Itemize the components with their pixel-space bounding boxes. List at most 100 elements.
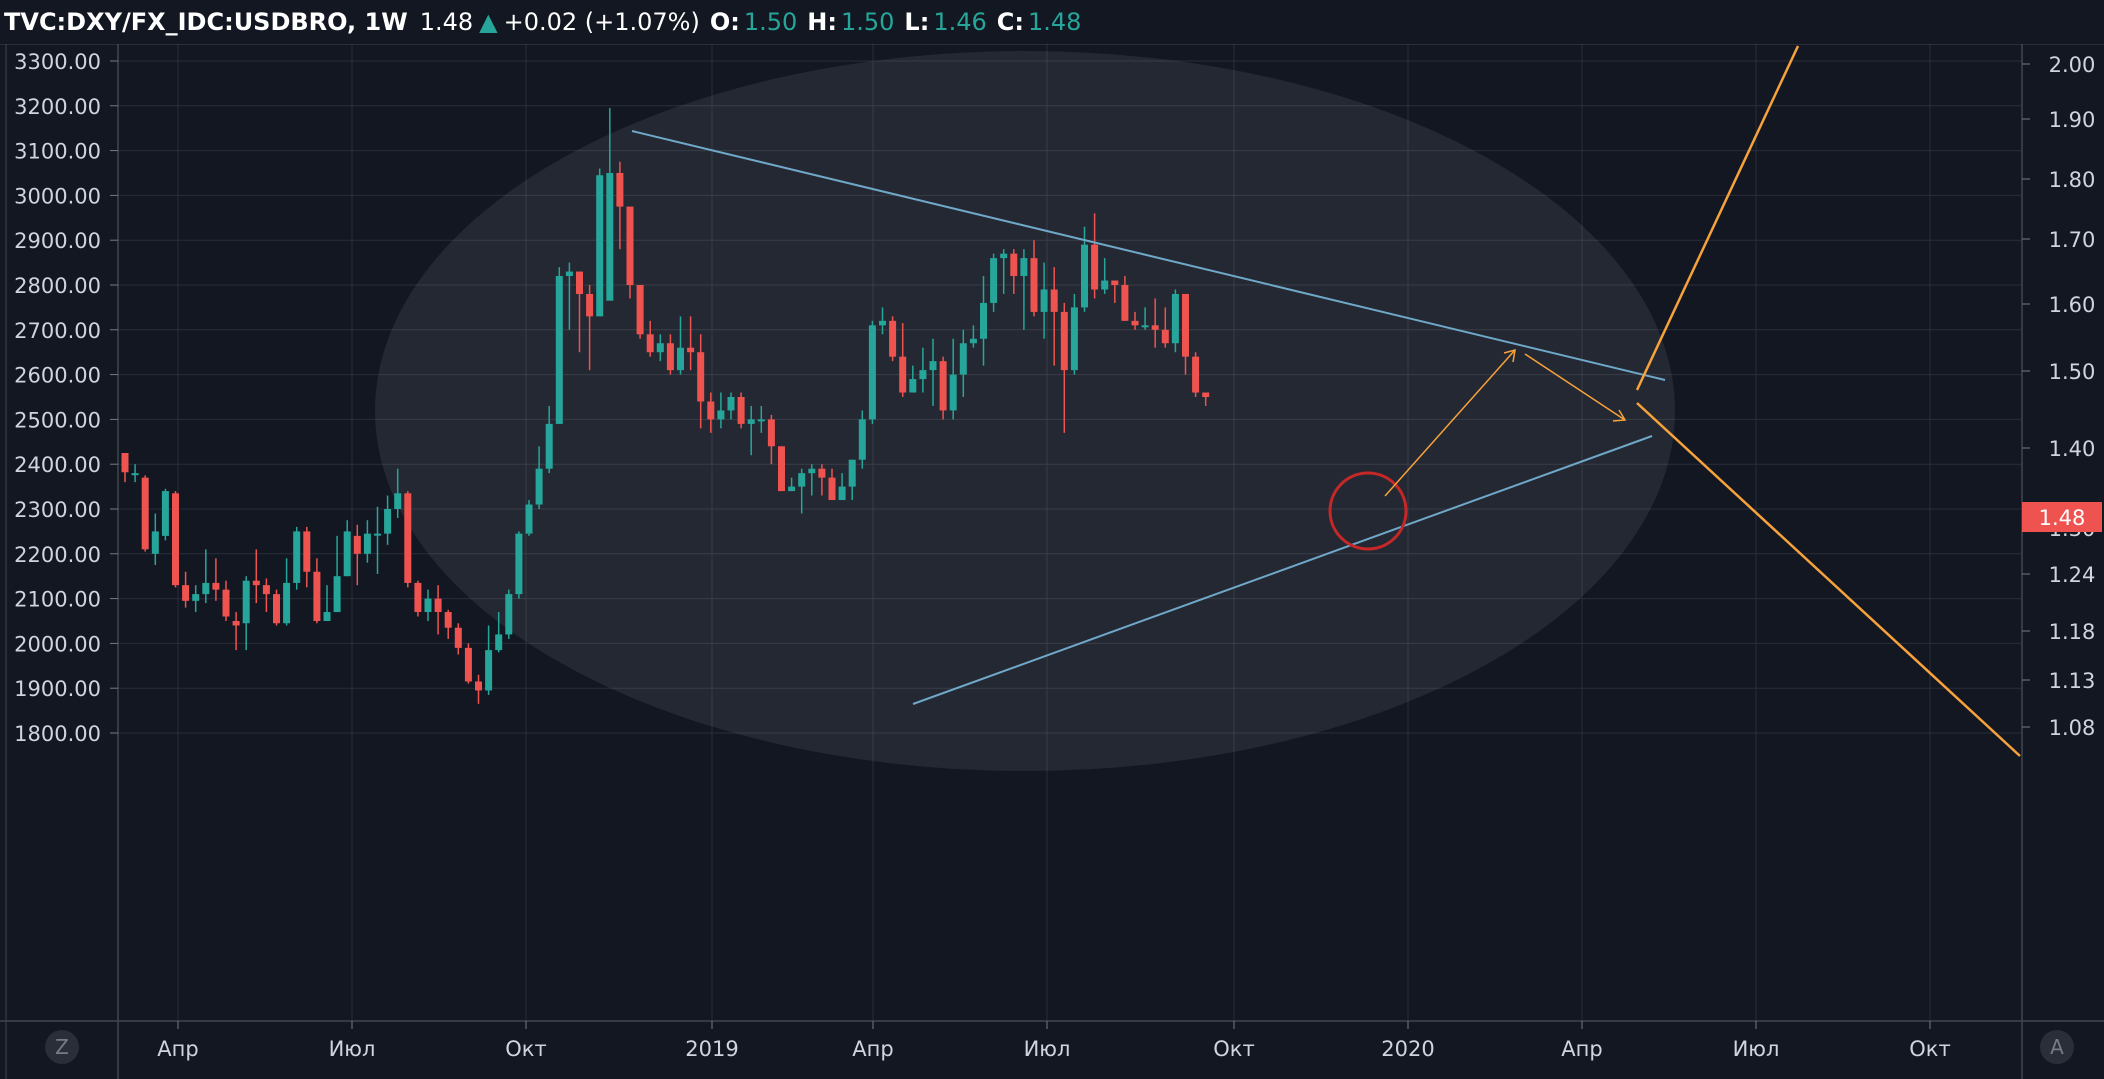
right-axis-tick-label: 1.80 — [2049, 168, 2096, 192]
drawings — [631, 45, 2021, 757]
candle — [980, 276, 987, 366]
candle-body — [1070, 307, 1078, 371]
candle-body — [1050, 289, 1058, 312]
candle — [1040, 262, 1048, 339]
candle-body — [323, 612, 331, 621]
candle-body — [505, 594, 513, 635]
candle — [525, 500, 533, 536]
candle-body — [939, 361, 947, 411]
low-value: 1.46 — [933, 8, 987, 36]
candle-body — [889, 320, 897, 357]
candle-body — [565, 271, 573, 277]
candle — [808, 464, 816, 496]
price-change: +0.02 (+1.07%) — [503, 8, 700, 36]
candle — [283, 558, 291, 626]
highlight-ellipse — [375, 51, 1675, 771]
candle-body — [1121, 285, 1129, 321]
candle — [858, 410, 866, 469]
right-price-axis[interactable]: 2.001.901.801.701.601.501.401.301.241.18… — [2022, 53, 2095, 740]
candle — [1010, 249, 1018, 294]
candle — [969, 325, 977, 348]
candle-body — [293, 531, 301, 583]
candle — [545, 405, 553, 474]
breakout-up-line[interactable] — [1635, 45, 1800, 391]
candle-body — [1141, 325, 1149, 328]
candle-body — [121, 453, 129, 473]
candle — [424, 589, 432, 621]
candle — [990, 253, 998, 312]
breakout-down-line[interactable] — [1636, 402, 2021, 757]
symbol-title[interactable]: TVC:DXY/FX_IDC:USDBRO, 1W — [4, 8, 408, 36]
candle-body — [596, 175, 604, 317]
candle-body — [687, 347, 695, 353]
candle-body — [929, 361, 937, 371]
candle-body — [949, 374, 957, 411]
upper-trendline[interactable] — [631, 130, 1666, 381]
candle — [505, 589, 513, 639]
left-axis-tick-label: 2300.00 — [14, 498, 101, 522]
left-axis-tick-label: 3200.00 — [14, 95, 101, 119]
candle-body — [808, 468, 816, 474]
candle-body — [1060, 311, 1068, 371]
candle — [1070, 293, 1078, 375]
price-chart[interactable]: 3300.00 3200.00 3100.00 3000.00 2900.00 2800.… — [0, 44, 2104, 1079]
arrowhead-icon — [1503, 348, 1516, 363]
projection-up-arrow[interactable] — [1384, 349, 1516, 497]
open-label: O: — [709, 8, 740, 36]
right-axis-tick-label: 1.70 — [2049, 228, 2096, 252]
log-scale-button[interactable]: Z — [45, 1030, 79, 1064]
candle-body — [222, 589, 230, 617]
projection-down-arrow[interactable] — [1524, 353, 1626, 421]
candle — [959, 329, 967, 397]
candle — [1192, 352, 1200, 397]
left-price-axis[interactable]: 3300.00 3200.00 3100.00 3000.00 2900.00 2800.… — [14, 50, 118, 746]
candle — [596, 168, 604, 317]
candle-body — [394, 493, 402, 509]
candle — [434, 585, 442, 635]
candle-body — [636, 285, 644, 335]
candle — [293, 526, 301, 590]
candle-body — [151, 531, 159, 554]
candle-body — [747, 419, 755, 424]
candle-body — [131, 473, 139, 476]
candle — [717, 392, 725, 429]
candle-body — [616, 173, 624, 207]
right-axis-tick-label: 1.60 — [2049, 293, 2096, 317]
candle-body — [677, 347, 684, 371]
candle-body — [303, 531, 311, 572]
right-axis-tick-label: 1.08 — [2049, 716, 2096, 740]
candle-body — [788, 486, 796, 492]
right-axis-tick-label: 1.40 — [2049, 437, 2096, 461]
candle-body — [1192, 356, 1200, 393]
time-axis-tick-label: Апр — [157, 1037, 198, 1061]
candle — [586, 285, 594, 371]
candle-body — [666, 343, 674, 371]
left-axis-tick-label: 3000.00 — [14, 184, 101, 208]
candle-body — [353, 535, 361, 554]
time-axis-tick-label: Июл — [329, 1037, 376, 1061]
auto-scale-button[interactable]: A — [2040, 1030, 2074, 1064]
candle-body — [414, 582, 422, 613]
candle — [374, 506, 381, 574]
left-axis-tick-label: 3100.00 — [14, 140, 101, 164]
lower-trendline[interactable] — [912, 435, 1653, 705]
candle — [273, 589, 280, 626]
candle — [848, 459, 856, 501]
candle-body — [919, 370, 927, 380]
candle — [394, 468, 402, 518]
candle-body — [656, 343, 664, 353]
highlight-circle[interactable] — [1328, 471, 1408, 551]
candle-body — [363, 533, 371, 554]
candle-body — [1151, 325, 1159, 330]
time-axis[interactable]: Апр Июл Окт 2019 Апр Июл Окт 2020 Апр Июл Окт — [157, 1021, 1951, 1061]
candle — [707, 392, 715, 433]
candle-body — [343, 531, 351, 577]
candle-body — [717, 410, 725, 420]
candle — [242, 576, 250, 651]
candle-body — [586, 293, 594, 317]
up-triangle-icon: ▲ — [479, 8, 498, 36]
candle — [727, 392, 735, 420]
candle — [656, 334, 664, 362]
candle — [919, 347, 927, 393]
left-axis-tick-label: 1900.00 — [14, 677, 101, 701]
